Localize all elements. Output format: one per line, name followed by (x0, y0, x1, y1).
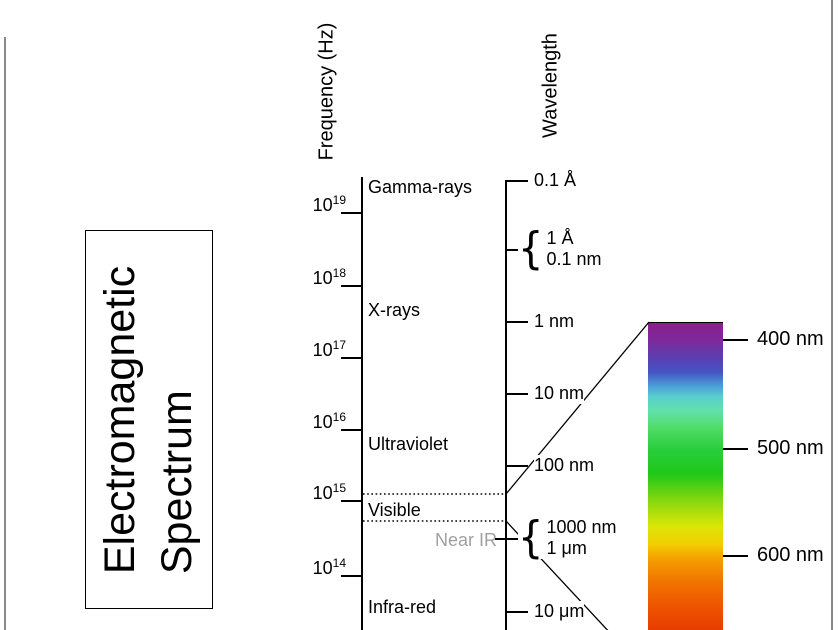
frequency-tick-label-10e16: 1016 (312, 410, 346, 432)
wavelength-label-1000-nm-1-m: {1000 nm 1 μm (518, 513, 617, 563)
wavelength-tick-1000-nm-1-m (506, 538, 528, 540)
colorbar-label-500-nm: 500 nm (757, 437, 824, 459)
wavelength-axis-title: Wavelength (539, 33, 562, 138)
visible-spectrum-colorbar (648, 322, 723, 630)
frequency-tick-10e18 (341, 285, 362, 287)
near-ir-left-tick (495, 538, 506, 540)
colorbar-tick-400-nm (723, 339, 748, 341)
band-label-infra-red: Infra-red (368, 597, 437, 617)
colorbar-label-400-nm: 400 nm (757, 328, 824, 350)
frequency-tick-10e17 (341, 357, 362, 359)
wavelength-tick-0.1- (506, 180, 528, 182)
wavelength-tick-10-m (506, 611, 528, 613)
frequency-tick-10e14 (341, 575, 362, 577)
wavelength-tick-1-nm (506, 321, 528, 323)
band-label-gamma-rays: Gamma-rays (368, 177, 473, 197)
band-label-ultraviolet: Ultraviolet (368, 434, 449, 454)
frequency-tick-label-10e17: 1017 (312, 338, 346, 360)
band-label-visible: Visible (368, 500, 421, 520)
wavelength-label-10-nm: 10 nm (534, 383, 585, 404)
title-box: Electromagnetic Spectrum (85, 230, 213, 609)
brace-glyph: { (518, 513, 544, 563)
wavelength-label-10-m: 10 μm (534, 601, 585, 622)
frequency-tick-label-10e18: 1018 (312, 266, 346, 288)
frequency-tick-10e16 (341, 429, 362, 431)
frequency-tick-label-10e15: 1015 (312, 481, 346, 503)
wavelength-label-0.1-: 0.1 Å (534, 170, 577, 191)
frequency-tick-label-10e14: 1014 (312, 556, 346, 578)
left-frame-line (4, 37, 6, 630)
zoom-line-top (505, 321, 650, 495)
wavelength-label-1-nm: 1 nm (534, 311, 575, 332)
band-label-x-rays: X-rays (368, 300, 421, 320)
wavelength-tick-100-nm (506, 465, 528, 467)
frequency-tick-10e15 (341, 500, 362, 502)
colorbar-label-600-nm: 600 nm (757, 544, 824, 566)
wavelength-label-100-nm: 100 nm (534, 455, 595, 476)
right-frame-line (831, 0, 833, 630)
wavelength-label-1-0.1-nm: {1 Å 0.1 nm (518, 224, 602, 274)
wavelength-tick-10-nm (506, 393, 528, 395)
colorbar-tick-500-nm (723, 448, 748, 450)
brace-glyph: { (518, 224, 544, 274)
colorbar-tick-600-nm (723, 555, 748, 557)
frequency-tick-10e19 (341, 212, 362, 214)
frequency-axis-title: Frequency (Hz) (315, 22, 338, 161)
wavelength-tick-1-0.1-nm (506, 249, 528, 251)
band-label-near-ir: Near IR (434, 530, 497, 550)
frequency-tick-label-10e19: 1019 (312, 193, 346, 215)
